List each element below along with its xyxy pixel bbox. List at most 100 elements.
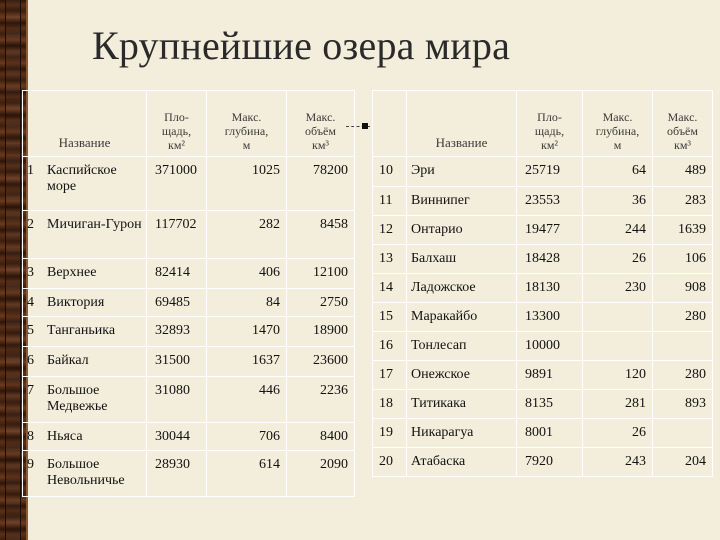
table-row: 4 Виктория 69485 84 2750 [22, 288, 355, 317]
lake-depth [582, 302, 653, 332]
lake-rank: 7 [27, 383, 34, 398]
lake-depth: 244 [582, 215, 653, 245]
lake-volume: 18900 [286, 316, 355, 347]
lake-cell: 9 Большое Невольничье [22, 450, 147, 497]
lake-name: Атабаска [406, 447, 517, 477]
lake-name: Виктория [47, 295, 105, 310]
lake-volume: 2750 [286, 288, 355, 317]
lake-area: 69485 [146, 288, 207, 317]
lake-rank: 14 [372, 273, 407, 303]
lake-depth: 406 [206, 258, 287, 289]
header-volume-line-3: км³ [673, 138, 692, 152]
column-header-volume: Макс. объём км³ [286, 90, 355, 157]
lake-depth: 36 [582, 186, 653, 216]
lake-rank: 11 [372, 186, 407, 216]
lake-depth: 1025 [206, 156, 287, 211]
table-row: 14 Ладожское 18130 230 908 [372, 273, 713, 303]
lake-rank: 3 [27, 265, 34, 280]
lake-rank: 15 [372, 302, 407, 332]
lake-depth: 281 [582, 389, 653, 419]
header-volume-line-3: км³ [311, 138, 330, 152]
lake-rank: 17 [372, 360, 407, 390]
column-header-index [372, 90, 407, 157]
lake-area: 8001 [516, 418, 583, 448]
lake-rank: 8 [27, 429, 34, 444]
lake-depth: 120 [582, 360, 653, 390]
header-volume-line-2: объём [667, 124, 698, 138]
table-row: 7 Большое Медвежье 31080 446 2236 [22, 376, 355, 423]
header-depth-line-3: м [613, 138, 622, 152]
lake-area: 371000 [146, 156, 207, 211]
lake-name: Ньяса [47, 429, 83, 444]
lake-name: Тонлесап [406, 331, 517, 361]
lake-volume: 2236 [286, 376, 355, 423]
lake-rank: 18 [372, 389, 407, 419]
lake-volume: 280 [652, 302, 713, 332]
lake-name: Виннипег [406, 186, 517, 216]
lake-volume: 1639 [652, 215, 713, 245]
lake-name: Онтарио [406, 215, 517, 245]
lake-area: 19477 [516, 215, 583, 245]
lake-area: 31500 [146, 346, 207, 377]
header-depth-line-3: м [242, 138, 251, 152]
table-row: 13 Балхаш 18428 26 106 [372, 244, 713, 274]
lake-cell: 5 Танганьика [22, 316, 147, 347]
lake-area: 32893 [146, 316, 207, 347]
header-area-line-3: км² [167, 138, 186, 152]
lake-volume: 78200 [286, 156, 355, 211]
table-row: 5 Танганьика 32893 1470 18900 [22, 316, 355, 347]
lake-area: 28930 [146, 450, 207, 497]
table-row: 19 Никарагуа 8001 26 [372, 418, 713, 448]
lake-depth [582, 331, 653, 361]
lake-volume: 489 [652, 156, 713, 187]
header-depth-line-2: глубина, [595, 124, 640, 138]
lake-name: Ладожское [406, 273, 517, 303]
column-header-name: Название [406, 90, 517, 157]
lake-depth: 614 [206, 450, 287, 497]
lake-rank: 9 [27, 457, 34, 472]
lake-name: Верхнее [47, 265, 97, 280]
lake-rank: 1 [27, 163, 34, 178]
lake-name: Маракайбо [406, 302, 517, 332]
header-depth-line-2: глубина, [224, 124, 269, 138]
table-row: 2 Мичиган-Гурон 117702 282 8458 [22, 210, 355, 259]
table-row: 12 Онтарио 19477 244 1639 [372, 215, 713, 245]
header-area-line-1: Пло- [164, 110, 189, 124]
lake-cell: 2 Мичиган-Гурон [22, 210, 147, 259]
lake-depth: 243 [582, 447, 653, 477]
lake-volume: 12100 [286, 258, 355, 289]
lake-area: 13300 [516, 302, 583, 332]
lake-name: Большое Невольничье [47, 457, 125, 488]
header-volume-line-2: объём [305, 124, 336, 138]
header-depth-line-1: Макс. [602, 110, 633, 124]
page-title: Крупнейшие озера мира [92, 23, 511, 68]
lake-name: Большое Медвежье [47, 383, 108, 414]
lake-cell: 8 Ньяса [22, 422, 147, 451]
header-volume-line-1: Макс. [667, 110, 698, 124]
header-depth-line-1: Макс. [231, 110, 262, 124]
lake-name: Каспийское море [47, 163, 117, 194]
lake-cell: 6 Байкал [22, 346, 147, 377]
lake-volume: 8458 [286, 210, 355, 259]
lake-area: 18130 [516, 273, 583, 303]
lake-name: Эри [406, 156, 517, 187]
table-row: 1 Каспийское море 371000 1025 78200 [22, 156, 355, 211]
table-header-row: Название Пло- щадь, км² Макс. глубина, м… [372, 90, 713, 157]
lake-volume: 2090 [286, 450, 355, 497]
header-area-line-3: км² [540, 138, 559, 152]
lake-area: 23553 [516, 186, 583, 216]
wood-frame-inlay [5, 0, 21, 540]
column-header-depth: Макс. глубина, м [206, 90, 287, 157]
lake-depth: 26 [582, 418, 653, 448]
column-header-depth: Макс. глубина, м [582, 90, 653, 157]
column-header-area: Пло- щадь, км² [146, 90, 207, 157]
lake-area: 117702 [146, 210, 207, 259]
lake-rank: 6 [27, 353, 34, 368]
lake-cell: 3 Верхнее [22, 258, 147, 289]
table-row: 15 Маракайбо 13300 280 [372, 302, 713, 332]
lake-volume: 893 [652, 389, 713, 419]
lake-name: Онежское [406, 360, 517, 390]
lake-name: Байкал [47, 353, 89, 368]
lake-cell: 4 Виктория [22, 288, 147, 317]
lake-volume: 280 [652, 360, 713, 390]
